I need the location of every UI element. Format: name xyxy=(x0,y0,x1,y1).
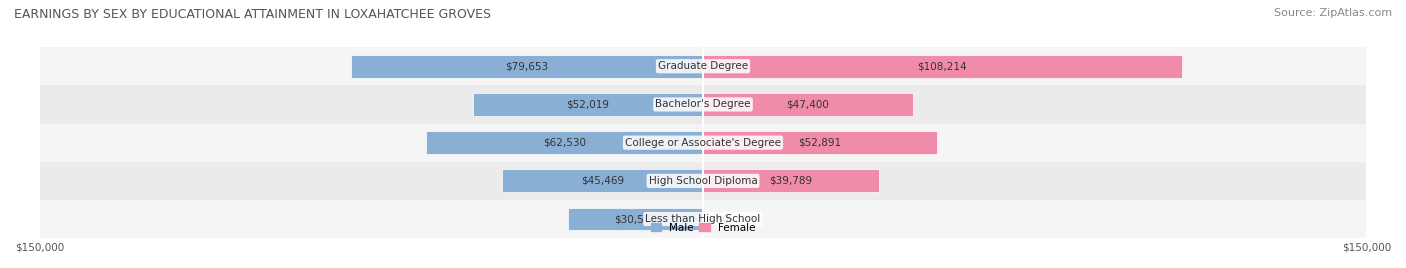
Text: $47,400: $47,400 xyxy=(786,99,830,109)
Bar xyxy=(703,55,1181,78)
Text: EARNINGS BY SEX BY EDUCATIONAL ATTAINMENT IN LOXAHATCHEE GROVES: EARNINGS BY SEX BY EDUCATIONAL ATTAINMEN… xyxy=(14,8,491,21)
Text: $39,789: $39,789 xyxy=(769,176,813,186)
Text: $108,214: $108,214 xyxy=(918,61,967,71)
Bar xyxy=(472,93,703,116)
Text: $52,891: $52,891 xyxy=(799,138,842,148)
Legend: Male, Female: Male, Female xyxy=(647,218,759,237)
Bar xyxy=(39,162,1367,200)
Bar xyxy=(703,169,879,192)
Bar xyxy=(703,93,912,116)
Text: College or Associate's Degree: College or Associate's Degree xyxy=(626,138,780,148)
Bar xyxy=(426,131,703,154)
Text: $62,530: $62,530 xyxy=(543,138,586,148)
Text: Bachelor's Degree: Bachelor's Degree xyxy=(655,99,751,109)
Bar xyxy=(502,169,703,192)
Text: Source: ZipAtlas.com: Source: ZipAtlas.com xyxy=(1274,8,1392,18)
Bar xyxy=(39,200,1367,238)
Bar xyxy=(39,47,1367,85)
Bar xyxy=(703,131,936,154)
Text: High School Diploma: High School Diploma xyxy=(648,176,758,186)
Bar xyxy=(39,85,1367,124)
Bar xyxy=(39,124,1367,162)
Text: $45,469: $45,469 xyxy=(581,176,624,186)
Text: $52,019: $52,019 xyxy=(567,99,609,109)
Text: Less than High School: Less than High School xyxy=(645,214,761,224)
Text: $30,500: $30,500 xyxy=(614,214,657,224)
Bar xyxy=(568,208,703,230)
Text: $0: $0 xyxy=(716,214,730,224)
Text: Graduate Degree: Graduate Degree xyxy=(658,61,748,71)
Text: $79,653: $79,653 xyxy=(505,61,548,71)
Bar xyxy=(350,55,703,78)
